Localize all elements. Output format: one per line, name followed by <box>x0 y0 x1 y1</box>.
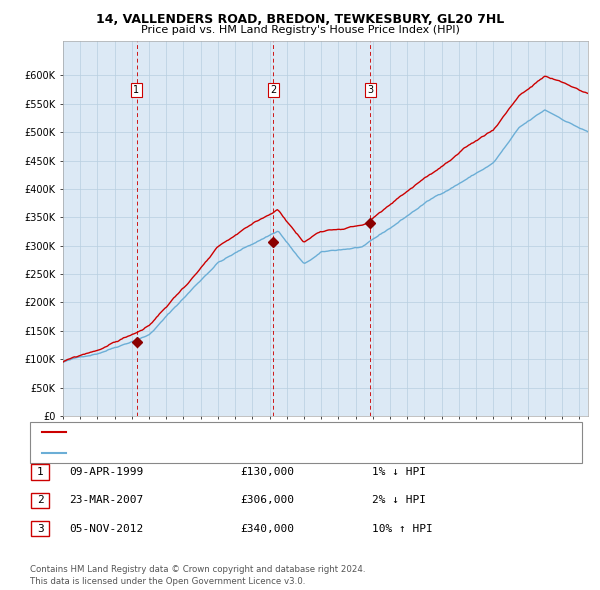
Text: 14, VALLENDERS ROAD, BREDON, TEWKESBURY, GL20 7HL (detached house): 14, VALLENDERS ROAD, BREDON, TEWKESBURY,… <box>69 427 447 437</box>
Text: 1: 1 <box>37 467 44 477</box>
Text: 2: 2 <box>270 85 277 95</box>
Text: 23-MAR-2007: 23-MAR-2007 <box>69 496 143 505</box>
Text: 3: 3 <box>37 524 44 533</box>
Text: This data is licensed under the Open Government Licence v3.0.: This data is licensed under the Open Gov… <box>30 577 305 586</box>
Text: 10% ↑ HPI: 10% ↑ HPI <box>372 524 433 533</box>
Text: 1: 1 <box>133 85 140 95</box>
Text: Contains HM Land Registry data © Crown copyright and database right 2024.: Contains HM Land Registry data © Crown c… <box>30 565 365 574</box>
Text: 2: 2 <box>37 496 44 505</box>
Text: HPI: Average price, detached house, Wychavon: HPI: Average price, detached house, Wych… <box>69 448 301 458</box>
Text: 09-APR-1999: 09-APR-1999 <box>69 467 143 477</box>
Text: 2% ↓ HPI: 2% ↓ HPI <box>372 496 426 505</box>
Text: £130,000: £130,000 <box>240 467 294 477</box>
Text: 3: 3 <box>367 85 373 95</box>
Text: £340,000: £340,000 <box>240 524 294 533</box>
Text: Price paid vs. HM Land Registry's House Price Index (HPI): Price paid vs. HM Land Registry's House … <box>140 25 460 35</box>
Text: 1% ↓ HPI: 1% ↓ HPI <box>372 467 426 477</box>
Text: 05-NOV-2012: 05-NOV-2012 <box>69 524 143 533</box>
Text: 14, VALLENDERS ROAD, BREDON, TEWKESBURY, GL20 7HL: 14, VALLENDERS ROAD, BREDON, TEWKESBURY,… <box>96 13 504 26</box>
Text: £306,000: £306,000 <box>240 496 294 505</box>
